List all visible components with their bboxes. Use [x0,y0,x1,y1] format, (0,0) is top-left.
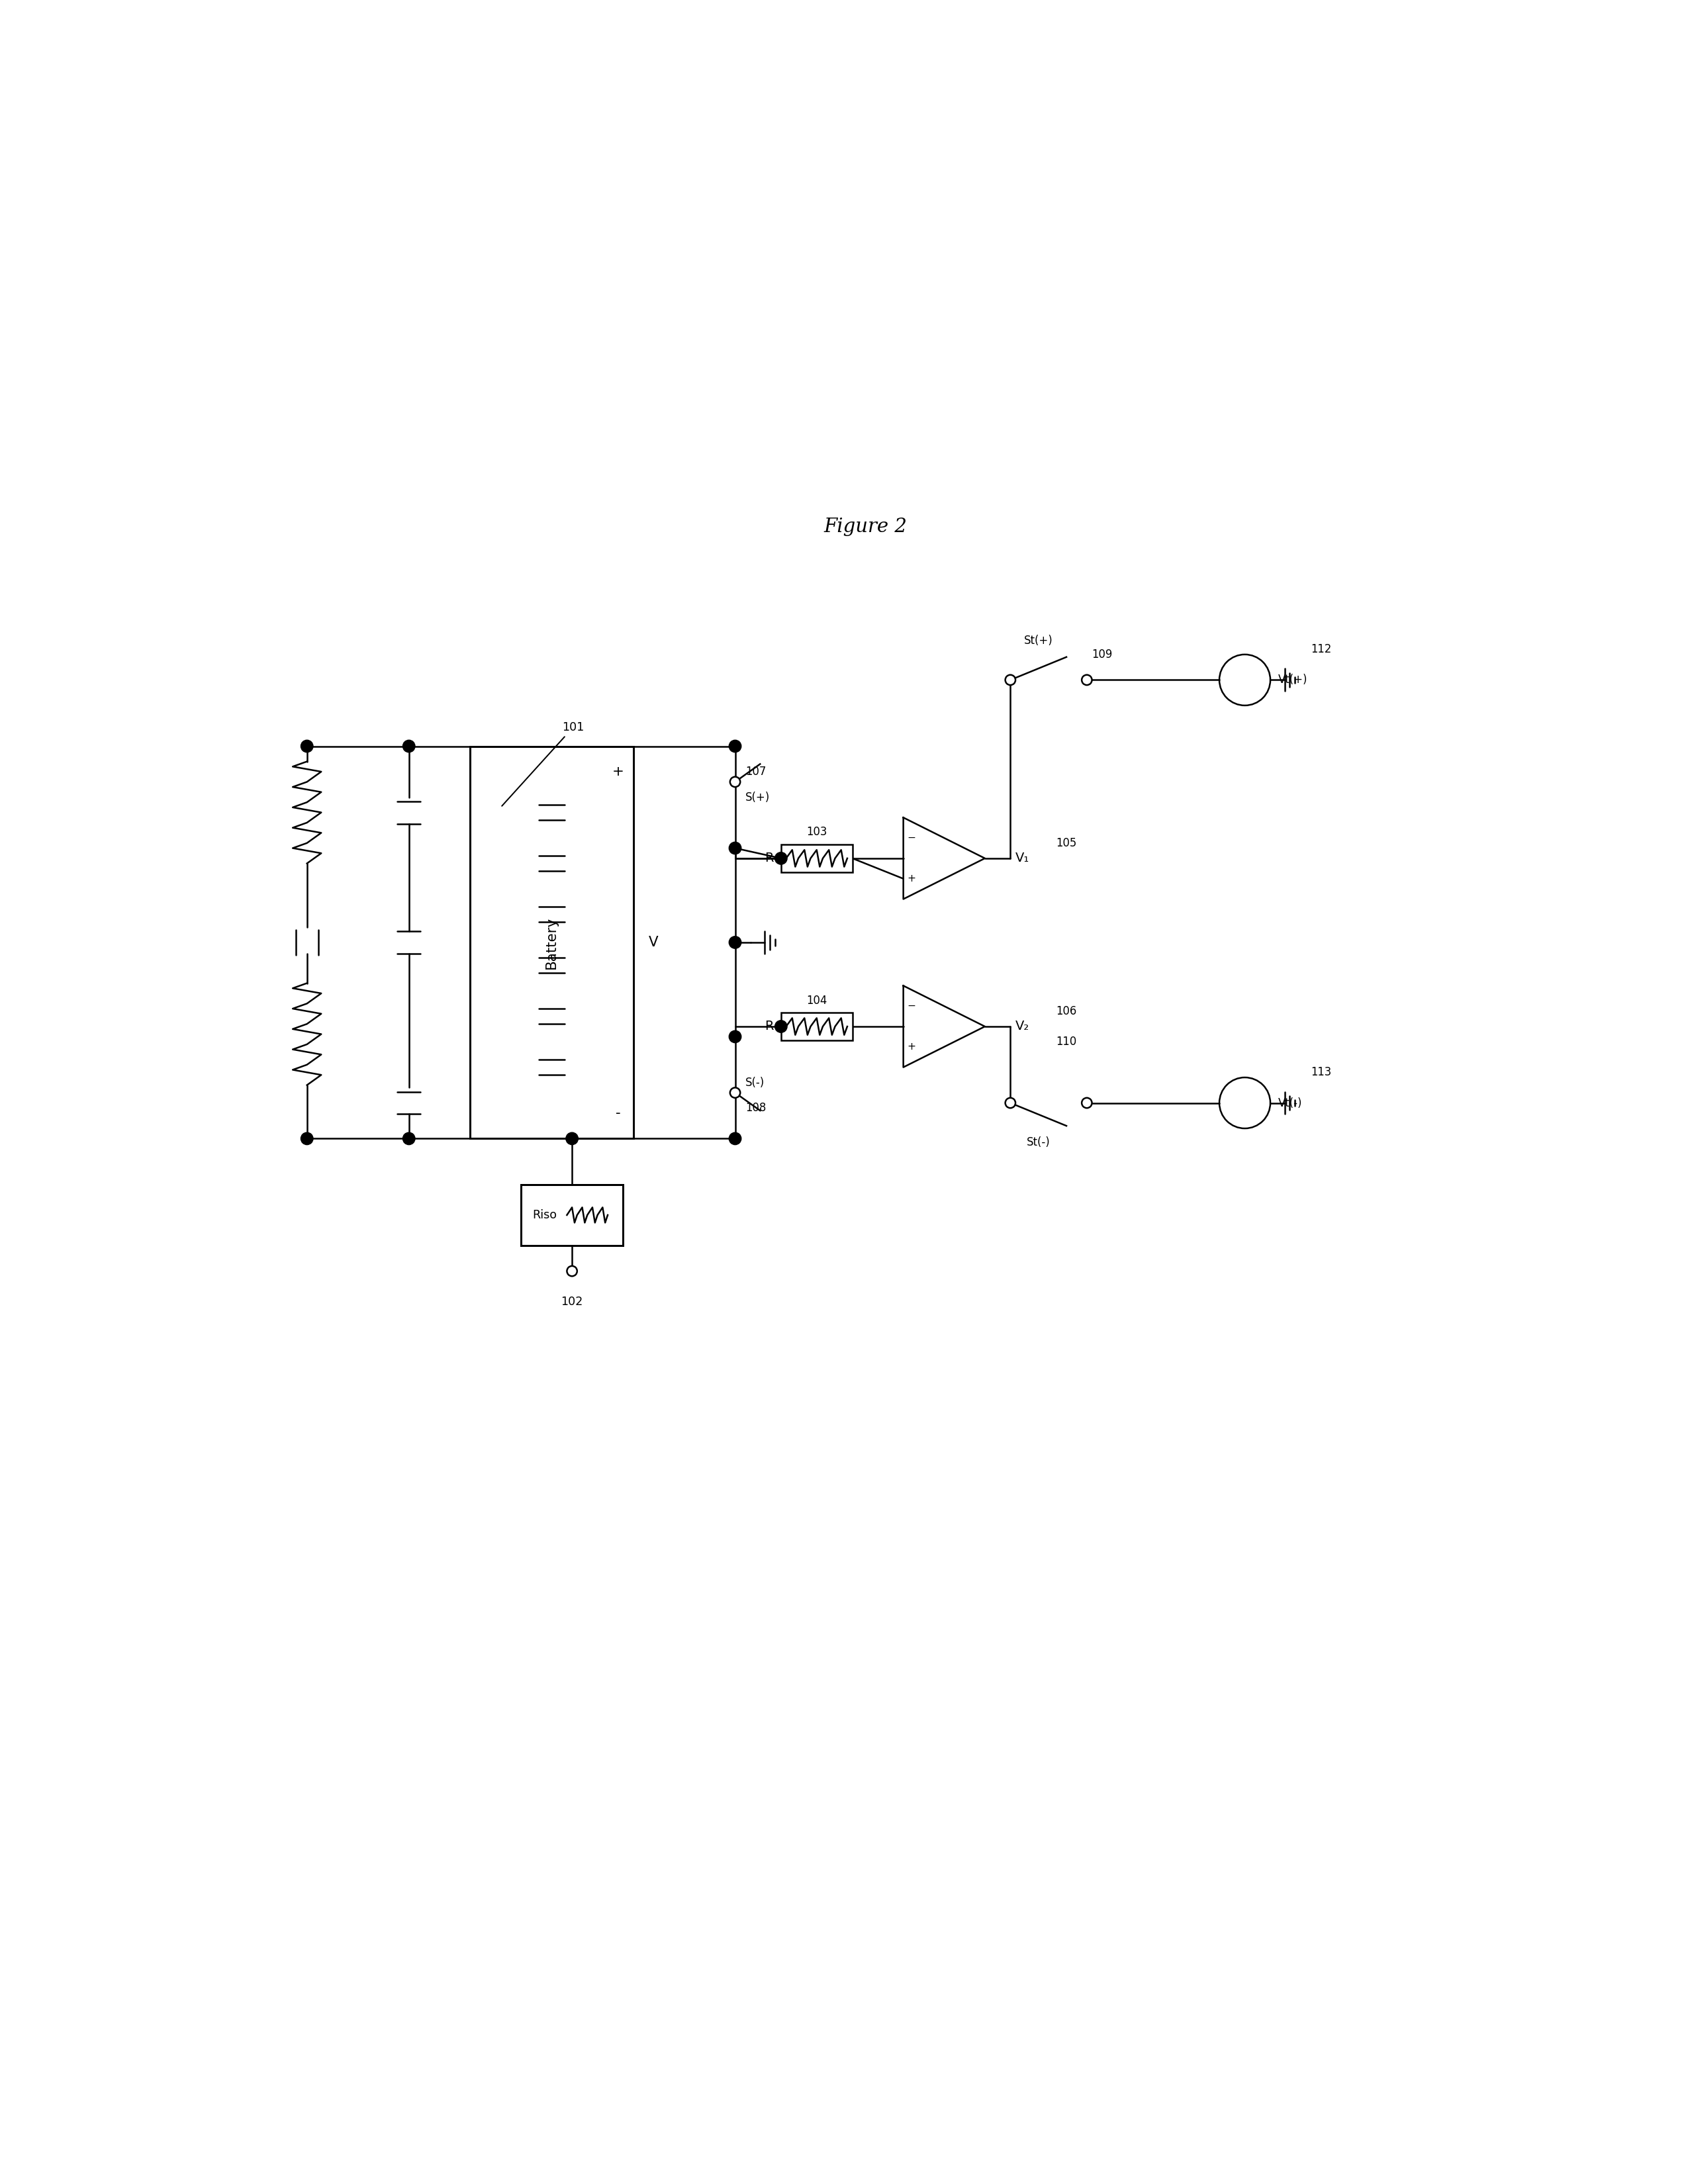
Circle shape [1006,1099,1016,1107]
Bar [782,845,852,871]
Text: 108: 108 [746,1103,766,1114]
Text: 112: 112 [1312,644,1332,655]
Text: S(+): S(+) [746,791,770,804]
Circle shape [403,1133,415,1144]
Text: 106: 106 [1057,1005,1077,1018]
Circle shape [729,1133,741,1144]
Text: St(-): St(-) [1026,1136,1050,1149]
Circle shape [1006,675,1016,686]
Circle shape [729,778,741,786]
Text: 109: 109 [1092,649,1112,660]
Text: S(-): S(-) [746,1077,765,1088]
Bar [469,747,633,1138]
Text: 104: 104 [807,994,827,1007]
Text: 102: 102 [560,1295,582,1308]
Circle shape [1082,675,1092,686]
Text: V: V [648,935,658,950]
Text: Vt(-): Vt(-) [1278,1096,1301,1109]
Text: Vt(+): Vt(+) [1278,675,1308,686]
Circle shape [729,740,741,751]
Text: 103: 103 [807,826,827,839]
Text: R: R [765,852,773,865]
Text: Riso: Riso [532,1210,557,1221]
Text: V₁: V₁ [1016,852,1030,865]
Circle shape [567,1267,577,1275]
Text: +: + [908,1042,917,1053]
Text: -: - [616,1107,621,1120]
Circle shape [1082,1099,1092,1107]
Circle shape [403,740,415,751]
Text: V₂: V₂ [1016,1020,1030,1033]
Text: 107: 107 [746,767,766,778]
Text: R: R [765,1020,773,1033]
Text: 105: 105 [1057,836,1077,850]
Bar [782,1013,852,1040]
Circle shape [300,740,312,751]
Text: +: + [908,874,917,885]
Text: Figure 2: Figure 2 [824,518,906,537]
Circle shape [775,852,787,865]
Text: +: + [613,764,625,778]
Text: Battery: Battery [545,917,559,968]
Circle shape [729,937,741,948]
Text: 110: 110 [1057,1035,1077,1048]
Circle shape [729,1088,741,1099]
Circle shape [729,1031,741,1042]
Circle shape [565,1133,577,1144]
Circle shape [300,1133,312,1144]
Circle shape [775,1020,787,1033]
Circle shape [729,843,741,854]
Text: St(+): St(+) [1025,636,1053,646]
Text: −: − [908,1000,917,1011]
Text: 113: 113 [1312,1066,1332,1079]
Bar [522,1184,623,1245]
Text: 101: 101 [501,721,584,806]
Text: −: − [908,832,917,843]
